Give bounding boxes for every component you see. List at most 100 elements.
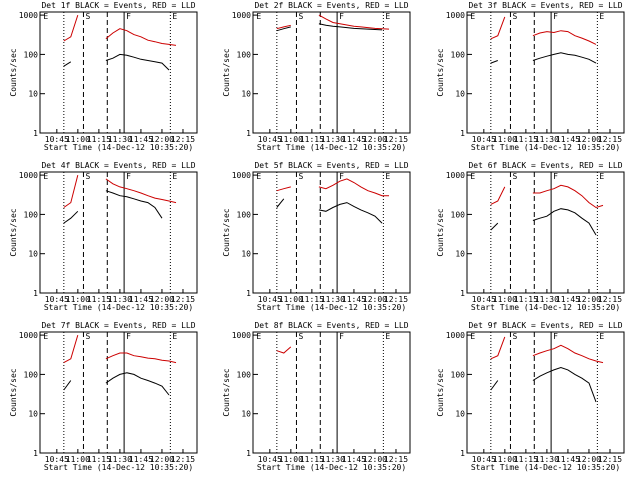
event-label: S: [298, 332, 303, 341]
plot-frame: [39, 171, 198, 294]
plot-frame: [39, 11, 198, 134]
x-tick-label: 11:30: [535, 135, 559, 144]
y-tick-label: 100: [451, 50, 466, 59]
event-label: E: [172, 332, 177, 341]
y-tick-label: 10: [455, 250, 465, 259]
y-axis-label: Counts/sec: [436, 48, 445, 96]
series-line: [490, 366, 597, 403]
series-line: [63, 190, 163, 224]
y-tick-label: 10: [28, 250, 38, 259]
series-line: [490, 208, 597, 236]
series-line: [490, 184, 604, 209]
y-tick-label: 1: [33, 289, 38, 298]
y-tick-label: 10: [241, 90, 251, 99]
event-label: S: [85, 332, 90, 341]
event-label: E: [385, 332, 390, 341]
x-tick-label: 12:15: [384, 295, 408, 304]
x-tick-label: 12:15: [598, 135, 622, 144]
x-tick-label: 11:45: [556, 295, 580, 304]
series-line: [490, 336, 604, 364]
event-label: E: [256, 172, 261, 181]
y-tick-label: 1000: [19, 11, 38, 20]
x-tick-label: 11:45: [129, 295, 153, 304]
series-line: [63, 174, 177, 208]
x-tick-label: 11:45: [129, 455, 153, 464]
y-tick-label: 10: [241, 410, 251, 419]
x-tick-label: 12:15: [171, 295, 195, 304]
chart-title: Det 6f BLACK = Events, RED = LLD: [468, 161, 622, 170]
x-tick-label: 12:15: [171, 135, 195, 144]
event-label: S: [85, 12, 90, 21]
y-tick-label: 1000: [446, 171, 465, 180]
event-label: E: [470, 332, 475, 341]
x-tick-label: 10:45: [258, 295, 282, 304]
x-tick-label: 11:15: [514, 135, 538, 144]
event-label: S: [512, 172, 517, 181]
x-tick-label: 11:00: [493, 455, 517, 464]
event-label: F: [339, 332, 344, 341]
x-tick-label: 11:15: [87, 135, 111, 144]
x-tick-label: 11:30: [321, 135, 345, 144]
chart-title: Det 4f BLACK = Events, RED = LLD: [41, 161, 195, 170]
y-tick-label: 100: [237, 50, 252, 59]
y-tick-label: 10: [28, 410, 38, 419]
x-tick-label: 12:15: [598, 455, 622, 464]
event-label: E: [256, 12, 261, 21]
event-label: E: [256, 332, 261, 341]
event-label: F: [126, 12, 131, 21]
x-axis-label: Start Time (14-Dec-12 10:35:20): [471, 303, 620, 312]
x-tick-label: 11:00: [279, 135, 303, 144]
event-label: S: [298, 12, 303, 21]
event-label: F: [126, 332, 131, 341]
y-axis-label: Counts/sec: [222, 368, 231, 416]
x-tick-label: 11:15: [87, 295, 111, 304]
x-tick-label: 12:15: [384, 455, 408, 464]
y-axis-label: Counts/sec: [436, 208, 445, 256]
chart-title: Det 8f BLACK = Events, RED = LLD: [254, 321, 408, 330]
y-tick-label: 1000: [446, 11, 465, 20]
x-tick-label: 11:00: [66, 295, 90, 304]
series-line: [63, 372, 170, 396]
event-label: E: [385, 172, 390, 181]
event-label: E: [172, 172, 177, 181]
y-tick-label: 100: [451, 370, 466, 379]
plot-frame: [466, 171, 625, 294]
x-tick-label: 12:15: [598, 295, 622, 304]
x-tick-label: 11:30: [321, 455, 345, 464]
x-tick-label: 12:15: [384, 135, 408, 144]
y-axis-label: Counts/sec: [222, 208, 231, 256]
plot-frame: [252, 331, 411, 454]
event-label: F: [553, 332, 558, 341]
x-tick-label: 11:15: [300, 295, 324, 304]
x-tick-label: 10:45: [472, 135, 496, 144]
y-tick-label: 10: [28, 90, 38, 99]
event-label: E: [599, 12, 604, 21]
x-tick-label: 11:30: [108, 455, 132, 464]
y-tick-label: 100: [237, 210, 252, 219]
y-tick-label: 1: [460, 289, 465, 298]
x-tick-label: 12:00: [577, 455, 601, 464]
x-tick-label: 11:30: [321, 295, 345, 304]
plot-frame: [466, 331, 625, 454]
plot-frame: [252, 11, 411, 134]
chart-title: Det 3f BLACK = Events, RED = LLD: [468, 1, 622, 10]
plot-frame: [39, 331, 198, 454]
x-tick-label: 11:15: [514, 295, 538, 304]
event-label: S: [512, 332, 517, 341]
x-tick-label: 12:00: [150, 135, 174, 144]
event-label: E: [385, 12, 390, 21]
x-tick-label: 11:45: [556, 455, 580, 464]
event-label: E: [470, 12, 475, 21]
series-line: [63, 334, 177, 364]
y-tick-label: 10: [455, 410, 465, 419]
x-tick-label: 10:45: [45, 455, 69, 464]
x-tick-label: 11:30: [108, 295, 132, 304]
x-tick-label: 11:45: [342, 455, 366, 464]
x-tick-label: 11:45: [129, 135, 153, 144]
x-axis-label: Start Time (14-Dec-12 10:35:20): [44, 143, 193, 152]
event-label: F: [126, 172, 131, 181]
x-tick-label: 11:15: [87, 455, 111, 464]
x-tick-label: 11:15: [300, 135, 324, 144]
y-axis-label: Counts/sec: [9, 48, 18, 96]
y-axis-label: Counts/sec: [9, 208, 18, 256]
